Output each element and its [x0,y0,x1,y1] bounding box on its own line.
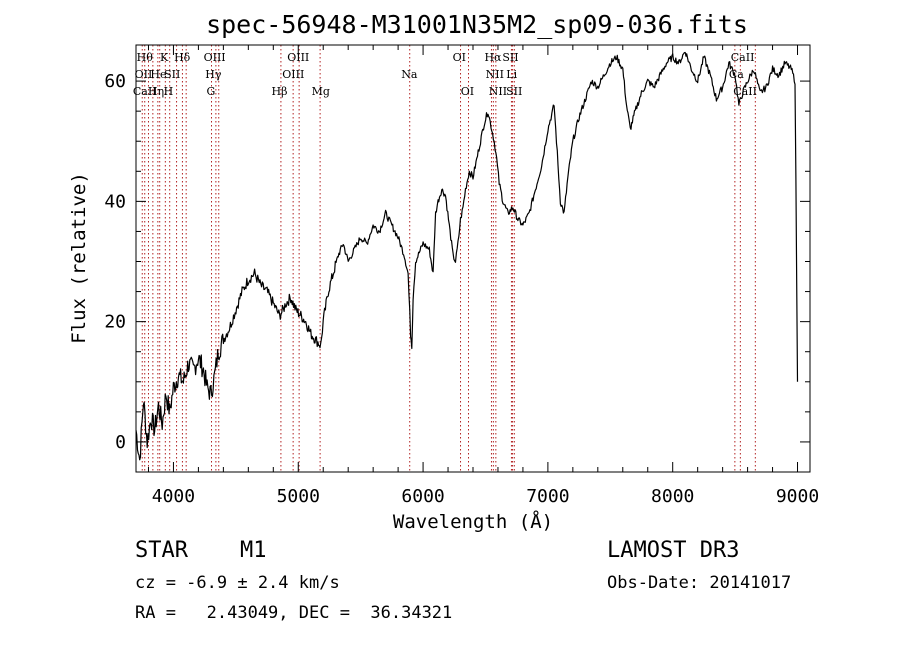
x-tick-label: 9000 [776,486,819,507]
y-axis-label: Flux (relative) [68,172,90,344]
line-label: Mg [312,85,330,98]
y-tick-label: 0 [115,432,126,453]
line-label: OIII [282,68,304,81]
observation-date: Obs-Date: 20141017 [607,573,792,593]
x-tick-label: 4000 [152,486,195,507]
line-label: CaII [133,85,157,98]
line-label: Hβ [272,85,288,98]
line-label: Hθ [137,51,154,64]
y-tick-label: 20 [104,312,126,333]
line-label: SII [502,51,518,64]
line-label: Li [506,68,517,81]
spectrum-line [135,51,799,461]
line-label: He [150,68,166,81]
line-label: OIII [287,51,309,64]
y-tick-label: 60 [104,71,126,92]
line-label: NII [489,85,507,98]
line-label: CaII [731,51,755,64]
x-tick-label: 8000 [651,486,694,507]
line-label: SII [506,85,522,98]
x-axis: 4000 5000 6000 7000 8000 9000 [147,45,819,507]
line-label: Ca [729,68,744,81]
line-label: G [206,85,215,98]
chart-title: spec-56948-M31001N35M2_sp09-036.fits [206,10,748,39]
line-label: H [164,85,174,98]
line-label: OIII [204,51,226,64]
x-tick-label: 6000 [401,486,444,507]
y-axis: 0 20 40 60 [104,71,810,453]
line-label: OII [135,68,153,81]
x-tick-label: 5000 [277,486,320,507]
emission-line-markers [141,45,756,472]
object-type: STAR [135,538,188,563]
redshift-cz: cz = -6.9 ± 2.4 km/s [135,573,340,593]
line-label: Hδ [174,51,191,64]
x-axis-label: Wavelength (Å) [393,510,553,533]
line-label: Na [401,68,418,81]
line-label: NII [486,68,504,81]
line-label: OI [461,85,474,98]
line-label: OI [453,51,466,64]
line-label: Hγ [205,68,222,81]
line-label: CaII [733,85,757,98]
y-tick-label: 40 [104,191,126,212]
line-label: K [160,51,169,64]
line-label: SII [164,68,180,81]
line-label: Hη [148,85,164,98]
coordinates: RA = 2.43049, DEC = 36.34321 [135,603,453,623]
line-label: Hα [484,51,502,64]
object-subclass: M1 [240,538,267,563]
survey-name: LAMOST DR3 [607,538,740,563]
plot-frame [135,44,811,473]
x-tick-label: 7000 [526,486,569,507]
